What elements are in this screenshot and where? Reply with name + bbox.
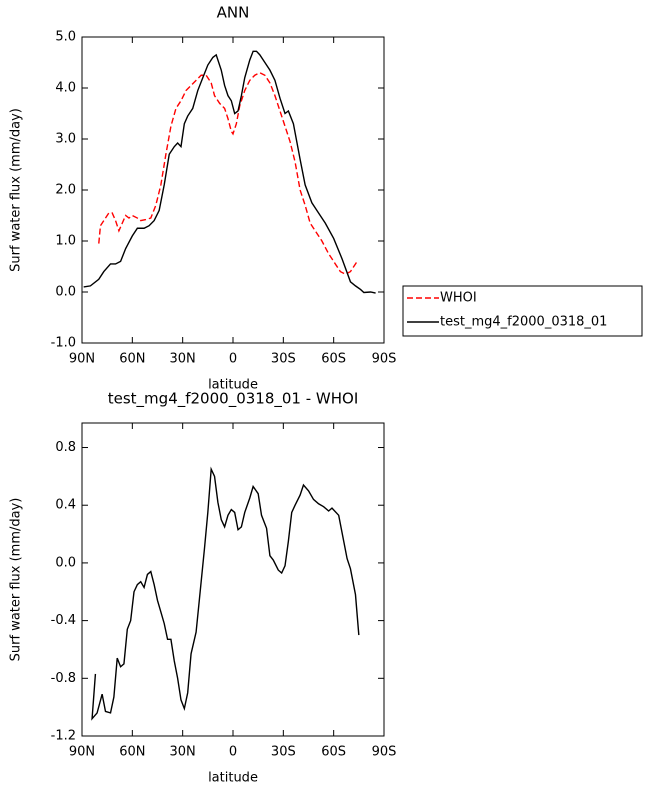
x-axis-label: latitude (208, 378, 258, 393)
chart-title: test_mg4_f2000_0318_01 - WHOI (108, 390, 359, 409)
x-tick-label: 90S (372, 352, 397, 367)
x-tick-label: 90N (69, 352, 95, 367)
x-tick-label: 60N (119, 352, 145, 367)
y-axis-label: Surf water flux (mm/day) (9, 498, 24, 662)
legend-label: WHOI (440, 291, 477, 306)
data-line (91, 466, 360, 721)
x-tick-label: 30S (271, 745, 296, 760)
chart-title: ANN (217, 4, 250, 22)
plot-frame (81, 36, 385, 344)
x-tick-label: 60S (321, 352, 346, 367)
x-tick-label: 60N (119, 745, 145, 760)
y-tick-label: -0.4 (51, 613, 76, 628)
y-tick-label: 0.4 (55, 498, 76, 513)
x-tick-label: 90N (69, 745, 95, 760)
y-tick-label: 5.0 (55, 30, 76, 45)
plot-frame (81, 422, 385, 737)
legend-box (402, 285, 643, 337)
y-tick-label: 1.0 (55, 234, 76, 249)
x-tick-label: 30N (170, 745, 196, 760)
y-tick-label: -1.2 (51, 729, 76, 744)
y-tick-label: 0.0 (55, 285, 76, 300)
x-tick-label: 90S (372, 745, 397, 760)
x-tick-label: 0 (229, 352, 237, 367)
y-tick-label: -0.8 (51, 671, 76, 686)
legend-label: test_mg4_f2000_0318_01 (440, 315, 607, 330)
x-axis-label: latitude (208, 771, 258, 786)
y-tick-label: 0.0 (55, 555, 76, 570)
x-tick-label: 30N (170, 352, 196, 367)
y-tick-label: -1.0 (51, 336, 76, 351)
y-tick-label: 2.0 (55, 183, 76, 198)
data-line (98, 71, 358, 275)
y-tick-label: 0.8 (55, 440, 76, 455)
x-tick-label: 0 (229, 745, 237, 760)
data-line (83, 50, 376, 294)
y-tick-label: 3.0 (55, 132, 76, 147)
x-tick-label: 30S (271, 352, 296, 367)
x-tick-label: 60S (321, 745, 346, 760)
y-axis-label: Surf water flux (mm/day) (9, 108, 24, 272)
y-tick-label: 4.0 (55, 81, 76, 96)
